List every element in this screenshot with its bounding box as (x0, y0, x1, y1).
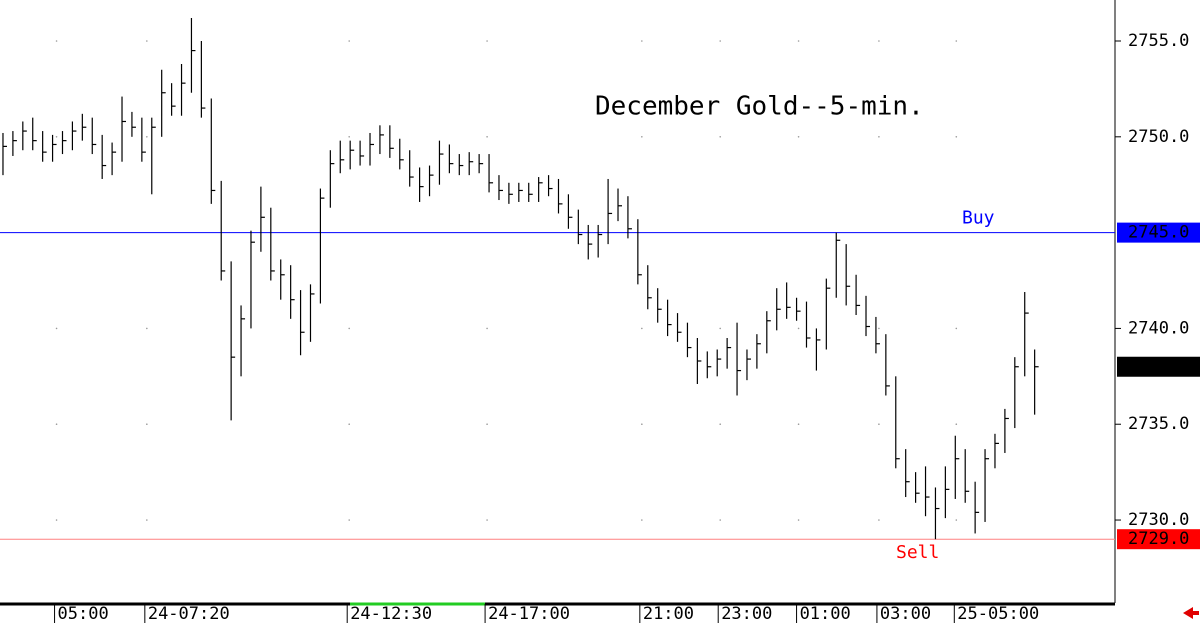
grid-dot (641, 136, 643, 138)
grid-dot (486, 40, 488, 42)
level-name: Buy (962, 208, 995, 229)
grid-dot (348, 519, 350, 521)
grid-dot (955, 40, 958, 42)
grid-dot (55, 423, 58, 426)
grid-dot (955, 327, 958, 330)
y-tick-label: 2730.0 (1128, 510, 1189, 530)
grid-dot (878, 136, 880, 138)
grid-dot (797, 519, 800, 521)
grid-dot (348, 423, 350, 426)
x-tick-label: 21:00 (643, 604, 694, 623)
price-box (1117, 356, 1200, 377)
grid-dot (348, 40, 350, 42)
grid-dot (146, 40, 148, 42)
grid-dot (146, 136, 148, 138)
grid-dot (719, 40, 722, 42)
grid-dot (641, 40, 643, 42)
x-tick-label: 24-12:30 (350, 604, 432, 623)
y-tick-label: 2735.0 (1128, 414, 1189, 434)
grid-dot (955, 136, 958, 138)
grid-dot (486, 136, 488, 138)
grid-dot (955, 519, 958, 521)
grid-dot (797, 423, 800, 426)
grid-dot (55, 136, 58, 138)
chart-title: December Gold--5-min. (595, 92, 924, 122)
x-tick-label: 23:00 (721, 604, 772, 623)
grid-dot (878, 40, 880, 42)
grid-dot (719, 136, 722, 138)
scroll-arrow[interactable] (1183, 607, 1199, 619)
y-tick-label: 2755.0 (1128, 31, 1189, 51)
x-tick-label: 24-17:00 (488, 604, 570, 623)
grid-dot (486, 327, 488, 330)
grid-dot (146, 519, 148, 521)
grid-dot (955, 423, 958, 426)
grid-dot (641, 519, 643, 521)
y-tick-label: 2740.0 (1128, 318, 1189, 338)
grid-dot (146, 327, 148, 330)
grid-dot (719, 327, 722, 330)
grid-dot (719, 519, 722, 521)
price-box (1117, 222, 1200, 243)
x-tick-label: 25-05:00 (957, 604, 1039, 623)
grid-dot (486, 519, 488, 521)
x-tick-label: 01:00 (800, 604, 851, 623)
price-box-label: 2745.0 (1128, 223, 1189, 243)
level-name: Sell (896, 542, 939, 563)
grid-dot (797, 327, 800, 330)
grid-dot (348, 136, 350, 138)
grid-dot (878, 519, 880, 521)
grid-dot (55, 519, 58, 521)
price-box-label: 2738.0 (1128, 357, 1189, 377)
grid-dot (55, 327, 58, 330)
grid-dot (797, 136, 800, 138)
x-tick-label: 03:00 (880, 604, 931, 623)
price-box-label: 2729.0 (1128, 529, 1189, 549)
grid-dot (641, 327, 643, 330)
grid-dot (486, 423, 488, 426)
y-tick-label: 2750.0 (1128, 127, 1189, 147)
grid-dot (878, 423, 880, 426)
grid-dot (348, 327, 350, 330)
grid-dot (55, 40, 58, 42)
grid-dot (797, 40, 800, 42)
grid-dot (719, 423, 722, 426)
grid-dot (641, 423, 643, 426)
x-tick-label: 05:00 (58, 604, 109, 623)
x-tick-label: 24-07:20 (148, 604, 230, 623)
grid-dot (878, 327, 880, 330)
grid-dot (146, 423, 148, 426)
price-box (1117, 529, 1200, 550)
